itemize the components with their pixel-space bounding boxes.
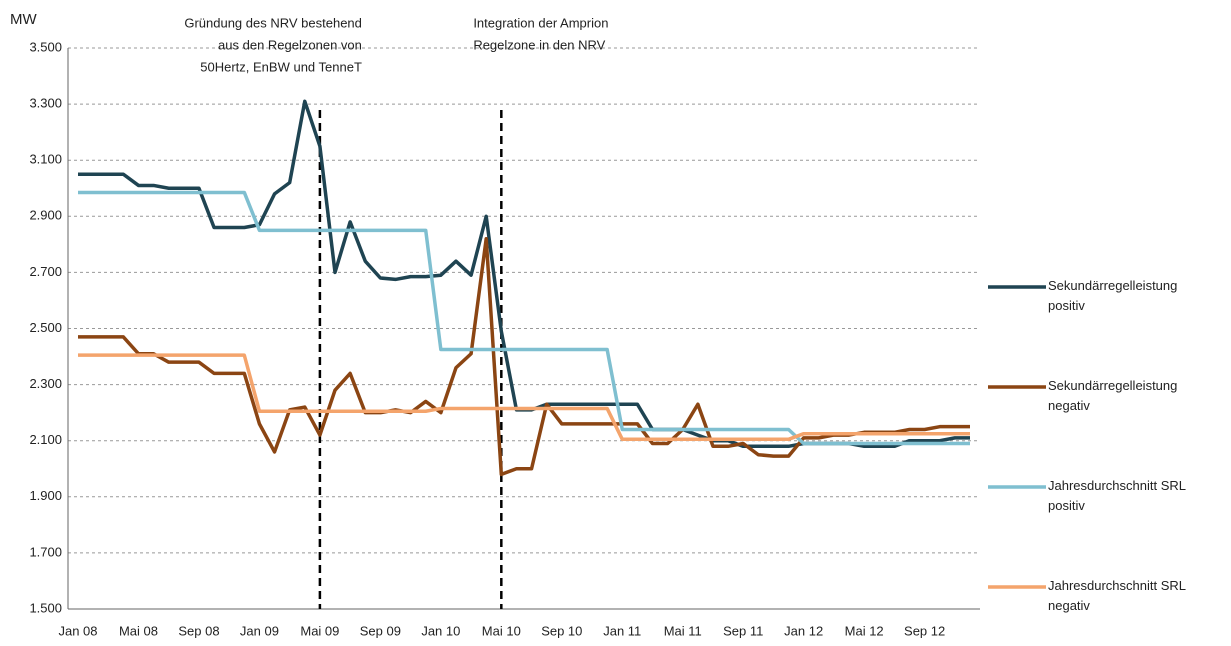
x-tick-label: Mai 11 xyxy=(664,623,702,638)
annotation-text: Gründung des NRV bestehend xyxy=(184,15,362,30)
y-tick-label: 3.100 xyxy=(29,152,62,167)
x-tick-label: Sep 09 xyxy=(360,623,401,638)
y-tick-label: 1.700 xyxy=(29,544,62,559)
series-line xyxy=(78,236,970,477)
x-tick-label: Mai 09 xyxy=(300,623,339,638)
series-line xyxy=(78,353,970,442)
x-tick-label: Jan 08 xyxy=(58,623,97,638)
x-tick-label: Mai 08 xyxy=(119,623,158,638)
legend-label: Jahresdurchschnitt SRL negativ xyxy=(1048,578,1186,613)
y-tick-label: 2.500 xyxy=(29,320,62,335)
x-tick-label: Jan 10 xyxy=(421,623,460,638)
legend-label: Sekundärregelleistung negativ xyxy=(1048,378,1178,413)
y-tick-label: 1.900 xyxy=(29,488,62,503)
x-tick-label: Sep 10 xyxy=(541,623,582,638)
annotation-text: aus den Regelzonen von xyxy=(218,37,362,52)
series-line xyxy=(78,99,970,449)
x-tick-label: Sep 08 xyxy=(178,623,219,638)
y-tick-label: 3.500 xyxy=(29,39,62,54)
legend-label: Jahresdurchschnitt SRL positiv xyxy=(1048,478,1186,513)
y-tick-label: 2.900 xyxy=(29,208,62,223)
x-tick-label: Jan 12 xyxy=(784,623,823,638)
x-tick-label: Sep 12 xyxy=(904,623,945,638)
x-tick-label: Mai 10 xyxy=(482,623,521,638)
y-tick-label: 2.100 xyxy=(29,432,62,447)
x-tick-label: Sep 11 xyxy=(723,623,763,638)
y-tick-label: 2.700 xyxy=(29,264,62,279)
y-tick-label: 3.300 xyxy=(29,96,62,111)
y-axis-label: MW xyxy=(10,11,37,28)
annotation-text: 50Hertz, EnBW und TenneT xyxy=(200,59,362,74)
annotation-text: Integration der Amprion xyxy=(473,15,608,30)
y-tick-label: 2.300 xyxy=(29,376,62,391)
x-tick-label: Jan 11 xyxy=(603,623,641,638)
series-line xyxy=(78,190,970,446)
y-tick-label: 1.500 xyxy=(29,600,62,615)
legend-label: Sekundärregelleistung positiv xyxy=(1048,278,1178,313)
x-tick-label: Mai 12 xyxy=(845,623,884,638)
x-tick-label: Jan 09 xyxy=(240,623,279,638)
annotation-text: Regelzone in den NRV xyxy=(473,37,605,52)
